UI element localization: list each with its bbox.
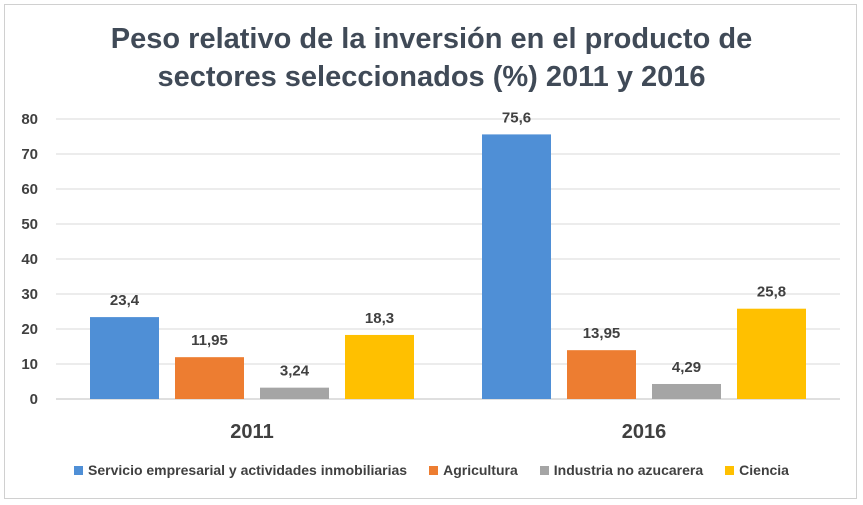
bar-2016-series-1 [567, 350, 636, 399]
legend-swatch-servicio [74, 465, 84, 475]
y-tick-label-80: 80 [21, 111, 38, 128]
bar-2016-series-2 [652, 383, 721, 399]
data-label-2016-series-3: 25,8 [757, 284, 786, 301]
bar-2016-series-3 [737, 308, 806, 399]
legend-item-servicio: Servicio empresarial y actividades inmob… [74, 462, 407, 478]
legend: Servicio empresarial y actividades inmob… [0, 462, 863, 478]
legend-label-industria: Industria no azucarera [553, 462, 704, 478]
bar-2011-series-3 [345, 334, 414, 399]
data-label-2011-series-3: 18,3 [365, 310, 394, 327]
y-tick-label-70: 70 [21, 146, 38, 163]
legend-label-agricultura: Agricultura [443, 462, 518, 478]
legend-label-ciencia: Ciencia [739, 462, 789, 478]
bar-2011-series-0 [90, 317, 159, 399]
legend-swatch-agricultura [429, 465, 439, 475]
x-category-label-2016: 2016 [622, 421, 667, 443]
y-tick-label-20: 20 [21, 321, 38, 338]
chart-frame [4, 4, 857, 499]
bar-2011-series-1 [175, 357, 244, 399]
y-tick-label-30: 30 [21, 286, 38, 303]
y-tick-label-60: 60 [21, 181, 38, 198]
data-label-2016-series-2: 4,29 [672, 359, 701, 376]
y-tick-label-40: 40 [21, 251, 38, 268]
x-category-label-2011: 2011 [230, 421, 273, 443]
bar-2016-series-0 [482, 134, 551, 399]
data-label-2016-series-1: 13,95 [583, 325, 621, 342]
data-label-2011-series-2: 3,24 [280, 363, 310, 380]
legend-swatch-ciencia [725, 465, 735, 475]
chart-title: Peso relativo de la inversión en el prod… [0, 20, 863, 96]
legend-item-industria: Industria no azucarera [539, 462, 704, 478]
y-tick-label-10: 10 [21, 356, 38, 373]
bar-2011-series-2 [260, 387, 329, 399]
data-label-2016-series-0: 75,6 [502, 109, 531, 126]
chart-title-line-1: Peso relativo de la inversión en el prod… [110, 23, 753, 55]
legend-swatch-industria [539, 465, 549, 475]
y-tick-label-50: 50 [21, 216, 38, 233]
legend-label-servicio: Servicio empresarial y actividades inmob… [88, 462, 408, 478]
chart-title-line-2: sectores seleccionados (%) 2011 y 2016 [157, 61, 706, 93]
y-tick-label-0: 0 [30, 391, 38, 408]
legend-item-agricultura: Agricultura [429, 462, 518, 478]
data-label-2011-series-0: 23,4 [110, 292, 140, 309]
legend-item-ciencia: Ciencia [725, 462, 789, 478]
data-label-2011-series-1: 11,95 [191, 332, 228, 349]
